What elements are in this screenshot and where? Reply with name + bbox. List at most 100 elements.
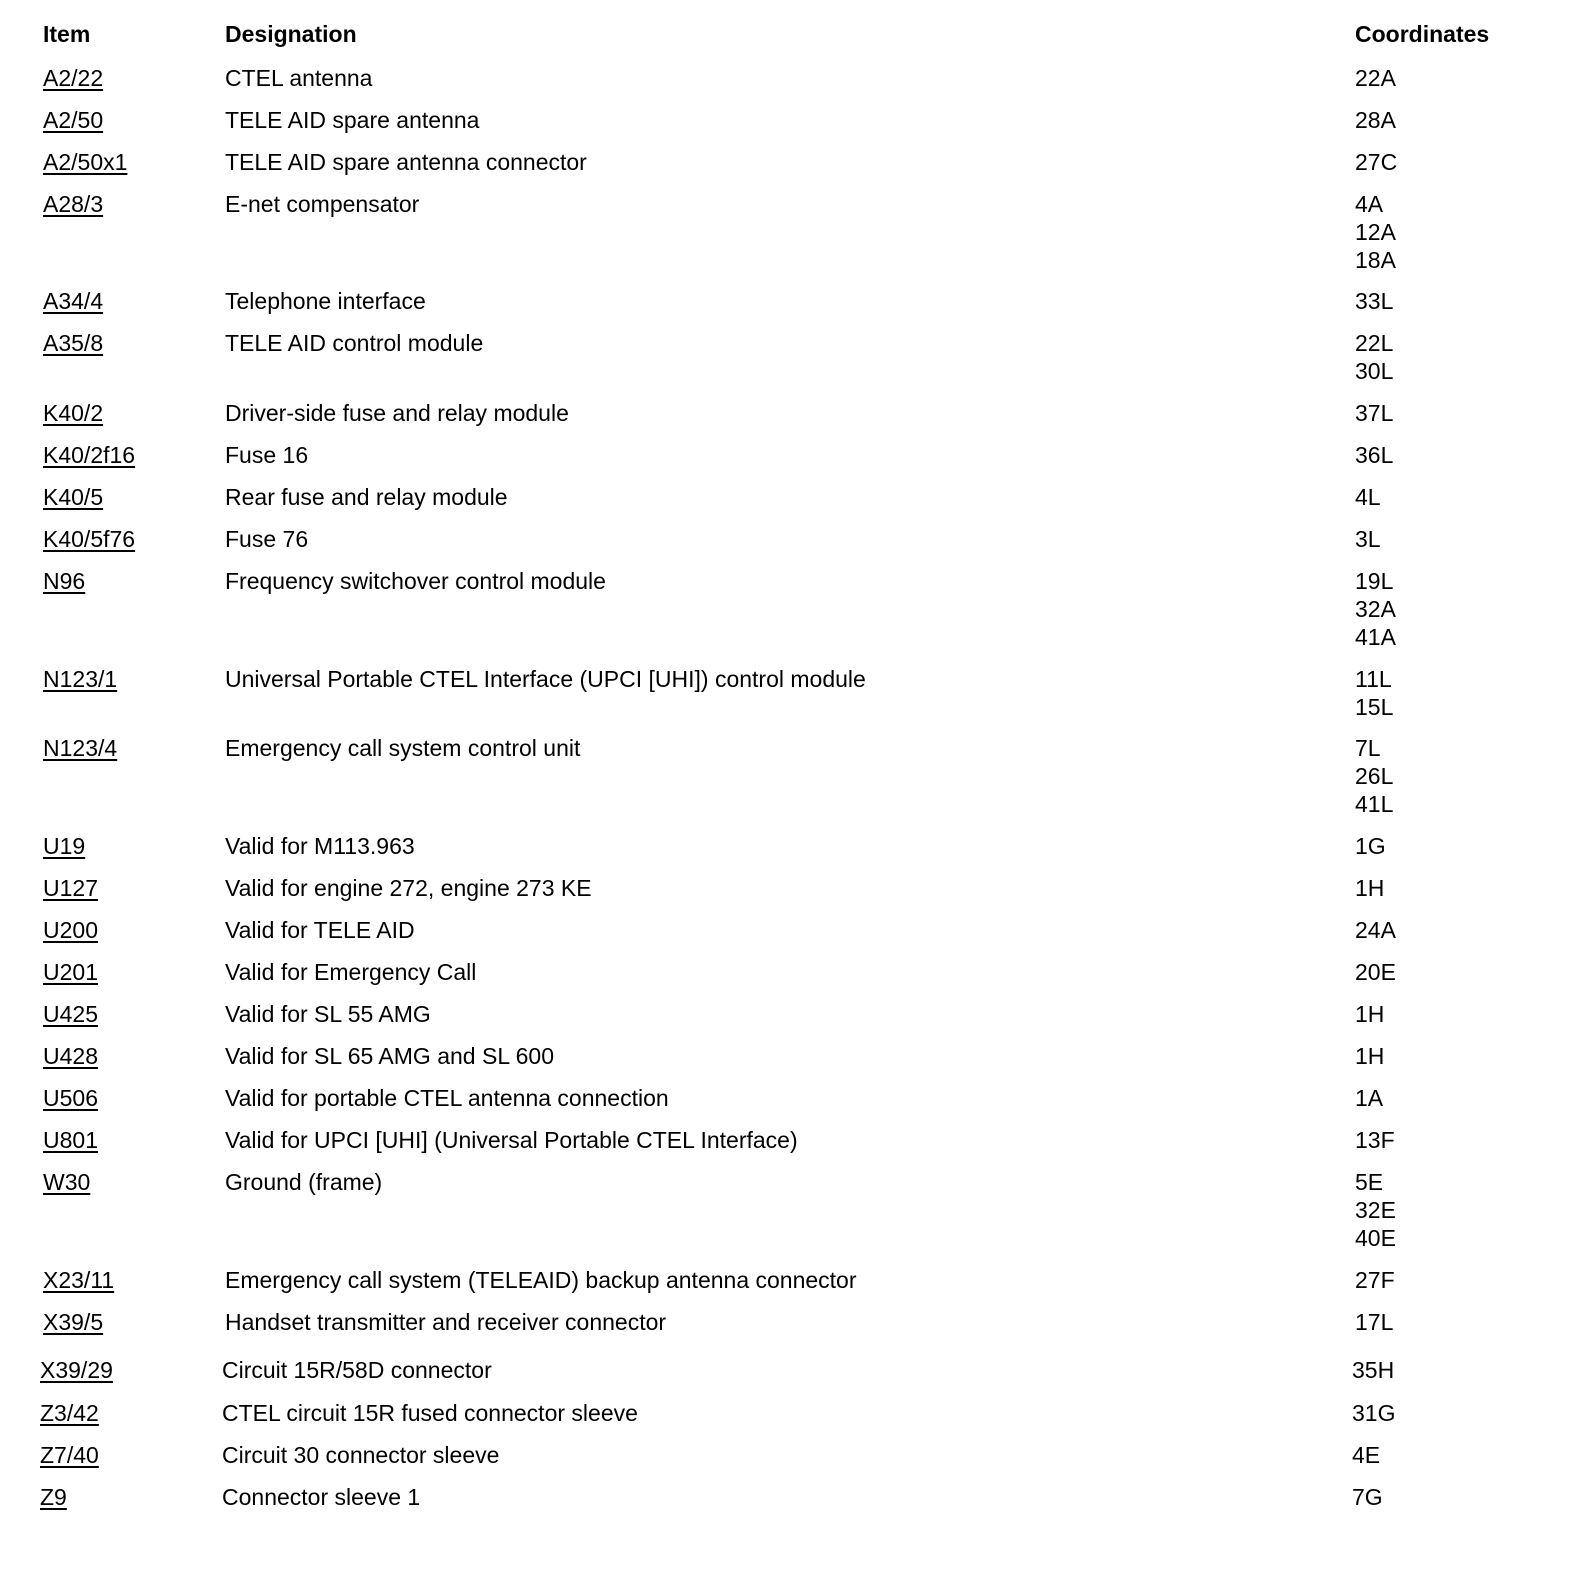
coordinate-value: 32A bbox=[1355, 596, 1396, 622]
designation: TELE AID control module bbox=[225, 330, 484, 356]
designation: Fuse 76 bbox=[225, 526, 309, 552]
coordinates: 22L 30L bbox=[1355, 329, 1393, 385]
item-link[interactable]: U428 bbox=[43, 1043, 98, 1069]
item-link[interactable]: N123/4 bbox=[43, 735, 118, 761]
designation: Valid for UPCI [UHI] (Universal Portable… bbox=[225, 1127, 798, 1153]
item-link[interactable]: K40/5f76 bbox=[43, 526, 136, 552]
coordinate-value: 40E bbox=[1355, 1225, 1396, 1251]
coordinates: 1H bbox=[1355, 874, 1384, 902]
item-link[interactable]: U200 bbox=[43, 917, 98, 943]
item-link[interactable]: X39/5 bbox=[43, 1309, 104, 1335]
designation: E-net compensator bbox=[225, 191, 420, 217]
coordinate-value: 5E bbox=[1355, 1169, 1384, 1195]
item-link[interactable]: W30 bbox=[43, 1169, 91, 1195]
coordinate-value: 18A bbox=[1355, 247, 1396, 273]
coordinate-value: 1H bbox=[1355, 1043, 1385, 1069]
item-link[interactable]: Z7/40 bbox=[40, 1442, 99, 1468]
coordinate-value: 41L bbox=[1355, 791, 1394, 817]
coordinates: 27F bbox=[1355, 1266, 1395, 1294]
item-link[interactable]: A2/50x1 bbox=[43, 149, 128, 175]
coordinate-value: 11L bbox=[1355, 666, 1392, 692]
coordinate-value: 24A bbox=[1355, 917, 1396, 943]
item-link[interactable]: U801 bbox=[43, 1127, 98, 1153]
designation: Circuit 15R/58D connector bbox=[222, 1357, 492, 1383]
item-link[interactable]: X23/11 bbox=[43, 1267, 115, 1293]
designation: Frequency switchover control module bbox=[225, 568, 606, 594]
item-link[interactable]: U506 bbox=[43, 1085, 98, 1111]
coordinates: 13F bbox=[1355, 1126, 1395, 1154]
item-link[interactable]: U127 bbox=[43, 875, 98, 901]
designation: Emergency call system (TELEAID) backup a… bbox=[225, 1267, 857, 1293]
coordinate-value: 3L bbox=[1355, 526, 1381, 552]
designation: Rear fuse and relay module bbox=[225, 484, 508, 510]
header-coordinates: Coordinates bbox=[1355, 21, 1490, 47]
coordinates: 31G bbox=[1352, 1399, 1395, 1427]
coordinates: 20E bbox=[1355, 958, 1396, 986]
designation: Valid for M113.963 bbox=[225, 833, 415, 859]
designation: Emergency call system control unit bbox=[225, 735, 581, 761]
item-link[interactable]: U201 bbox=[43, 959, 98, 985]
designation: Driver-side fuse and relay module bbox=[225, 400, 569, 426]
item-link[interactable]: U425 bbox=[43, 1001, 98, 1027]
coordinate-value: 33L bbox=[1355, 288, 1394, 314]
coordinate-value: 37L bbox=[1355, 400, 1394, 426]
designation: Handset transmitter and receiver connect… bbox=[225, 1309, 667, 1335]
coordinates: 5E 32E 40E bbox=[1355, 1168, 1396, 1252]
item-link[interactable]: A2/22 bbox=[43, 65, 104, 91]
coordinates: 3L bbox=[1355, 525, 1381, 553]
coordinate-value: 1A bbox=[1355, 1085, 1384, 1111]
coordinates: 11L 15L bbox=[1355, 665, 1393, 721]
coordinates: 27C bbox=[1355, 148, 1397, 176]
item-link[interactable]: K40/2f16 bbox=[43, 442, 136, 468]
item-link[interactable]: A35/8 bbox=[43, 330, 104, 356]
coordinate-value: 27F bbox=[1355, 1267, 1395, 1293]
coordinates: 19L 32A 41A bbox=[1355, 567, 1396, 651]
designation: Universal Portable CTEL Interface (UPCI … bbox=[225, 666, 866, 692]
designation: Connector sleeve 1 bbox=[222, 1484, 421, 1510]
coordinate-value: 4A bbox=[1355, 191, 1384, 217]
coordinate-value: 20E bbox=[1355, 959, 1396, 985]
coordinates: 28A bbox=[1355, 106, 1396, 134]
coordinates: 37L bbox=[1355, 399, 1393, 427]
coordinate-value: 22A bbox=[1355, 65, 1396, 91]
item-link[interactable]: U19 bbox=[43, 833, 86, 859]
coordinates: 1A bbox=[1355, 1084, 1383, 1112]
item-link[interactable]: Z3/42 bbox=[40, 1400, 99, 1426]
item-link[interactable]: A28/3 bbox=[43, 191, 104, 217]
coordinate-value: 7G bbox=[1352, 1484, 1383, 1510]
coordinate-value: 22L bbox=[1355, 330, 1394, 356]
coordinates: 36L bbox=[1355, 441, 1393, 469]
designation: Fuse 16 bbox=[225, 442, 309, 468]
item-link[interactable]: K40/5 bbox=[43, 484, 104, 510]
coordinates: 22A bbox=[1355, 64, 1396, 92]
coordinate-value: 32E bbox=[1355, 1197, 1396, 1223]
coordinates: 24A bbox=[1355, 916, 1396, 944]
coordinates: 35H bbox=[1352, 1356, 1394, 1384]
item-link[interactable]: K40/2 bbox=[43, 400, 104, 426]
coordinates: 17L bbox=[1355, 1308, 1393, 1336]
coordinate-value: 15L bbox=[1355, 694, 1394, 720]
coordinates: 1H bbox=[1355, 1042, 1384, 1070]
item-link[interactable]: N96 bbox=[43, 568, 86, 594]
designation: Valid for SL 65 AMG and SL 600 bbox=[225, 1043, 555, 1069]
item-link[interactable]: A34/4 bbox=[43, 288, 104, 314]
coordinate-value: 17L bbox=[1355, 1309, 1394, 1335]
coordinate-value: 26L bbox=[1355, 763, 1394, 789]
coordinate-value: 30L bbox=[1355, 358, 1394, 384]
designation: Valid for SL 55 AMG bbox=[225, 1001, 431, 1027]
designation: Valid for TELE AID bbox=[225, 917, 415, 943]
coordinates: 4L bbox=[1355, 483, 1381, 511]
coordinates: 1H bbox=[1355, 1000, 1384, 1028]
coordinates: 7L 26L 41L bbox=[1355, 734, 1393, 818]
item-link[interactable]: N123/1 bbox=[43, 666, 118, 692]
coordinate-value: 1H bbox=[1355, 875, 1385, 901]
designation: CTEL antenna bbox=[225, 65, 373, 91]
coordinate-value: 4L bbox=[1355, 484, 1381, 510]
coordinates: 33L bbox=[1355, 287, 1393, 315]
item-link[interactable]: A2/50 bbox=[43, 107, 104, 133]
header-designation: Designation bbox=[225, 21, 357, 47]
coordinates: 7G bbox=[1352, 1483, 1383, 1511]
item-link[interactable]: X39/29 bbox=[40, 1357, 113, 1383]
coordinate-value: 12A bbox=[1355, 219, 1396, 245]
item-link[interactable]: Z9 bbox=[40, 1484, 67, 1510]
